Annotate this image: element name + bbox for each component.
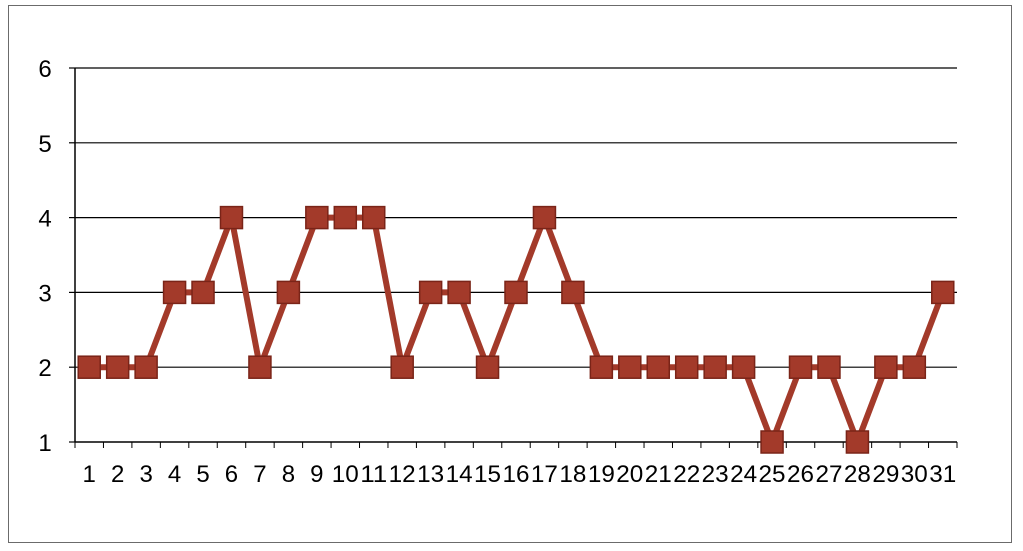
chart-frame [8, 5, 1012, 543]
axes [69, 67, 958, 448]
x-tick-label: 8 [282, 461, 295, 488]
data-point-7 [248, 355, 272, 379]
x-tick-label: 27 [815, 461, 842, 488]
data-point-8 [276, 280, 301, 305]
x-tick-label: 5 [196, 461, 209, 488]
x-tick-label: 15 [474, 461, 501, 488]
x-tick-label: 14 [446, 461, 473, 488]
x-tick-label: 26 [787, 461, 814, 488]
data-point-2 [105, 355, 130, 379]
data-point-6 [219, 205, 244, 230]
data-point-3 [134, 355, 158, 379]
x-tick-label: 29 [872, 461, 899, 488]
data-point-23 [703, 355, 727, 379]
series-line [89, 214, 946, 445]
data-point-4 [162, 280, 187, 305]
x-tick-label: 16 [503, 461, 530, 488]
data-point-21 [646, 355, 671, 379]
y-tick-labels: 1 2 3 4 5 6 [38, 56, 51, 457]
x-tick-label: 19 [588, 461, 615, 488]
x-tick-label: 22 [673, 461, 700, 488]
x-tick-label: 30 [901, 461, 928, 488]
x-tick-label: 12 [389, 461, 416, 488]
data-point-19 [589, 355, 614, 379]
data-point-10 [333, 205, 358, 230]
x-tick-label: 21 [645, 461, 672, 488]
data-point-15 [475, 355, 500, 379]
data-markers [77, 205, 955, 454]
y-tick-label: 5 [38, 131, 51, 158]
y-tick-label: 1 [38, 430, 51, 457]
x-tick-label: 6 [225, 461, 238, 488]
data-point-18 [561, 280, 585, 305]
x-tick-label: 1 [83, 461, 96, 488]
x-tick-labels: 1 2 3 4 5 6 7 8 9 10 11 12 13 14 15 16 17 18 19 20 21 22 23 24 2… [83, 461, 957, 488]
data-point-11 [361, 205, 386, 230]
data-point-14 [447, 280, 471, 305]
data-point-13 [418, 280, 443, 305]
x-tick-label: 18 [559, 461, 586, 488]
x-tick-label: 9 [310, 461, 323, 488]
x-tick-label: 17 [531, 461, 558, 488]
y-tick-label: 3 [38, 280, 51, 307]
x-tick-label: 11 [360, 461, 387, 488]
x-tick-label: 31 [929, 461, 956, 488]
data-point-30 [902, 355, 927, 379]
x-tick-label: 3 [139, 461, 152, 488]
x-tick-label: 4 [168, 461, 181, 488]
x-tick-label: 25 [759, 461, 786, 488]
data-point-12 [390, 355, 414, 379]
y-tick-label: 6 [38, 56, 51, 83]
x-tick-label: 28 [844, 461, 871, 488]
x-tick-label: 7 [253, 461, 266, 488]
x-tick-label: 10 [332, 461, 359, 488]
grid-lines [75, 67, 957, 368]
data-point-29 [874, 355, 898, 379]
data-point-28 [845, 430, 870, 454]
data-point-22 [674, 355, 699, 379]
data-point-27 [817, 355, 841, 379]
series-line-path [89, 214, 946, 445]
x-tick-label: 23 [702, 461, 729, 488]
data-point-1 [77, 355, 101, 379]
x-tick-label: 24 [730, 461, 757, 488]
data-point-17 [532, 205, 557, 230]
data-point-26 [788, 355, 813, 379]
x-tick-label: 13 [417, 461, 444, 488]
y-tick-label: 4 [38, 206, 51, 233]
data-point-31 [931, 280, 955, 305]
data-point-9 [305, 205, 329, 230]
x-tick-label: 20 [616, 461, 643, 488]
data-point-20 [618, 355, 642, 379]
data-point-16 [504, 280, 528, 305]
data-point-25 [760, 430, 784, 454]
data-point-24 [731, 355, 756, 379]
data-point-5 [191, 280, 215, 305]
x-tick-label: 2 [111, 461, 124, 488]
y-tick-label: 2 [38, 355, 51, 382]
